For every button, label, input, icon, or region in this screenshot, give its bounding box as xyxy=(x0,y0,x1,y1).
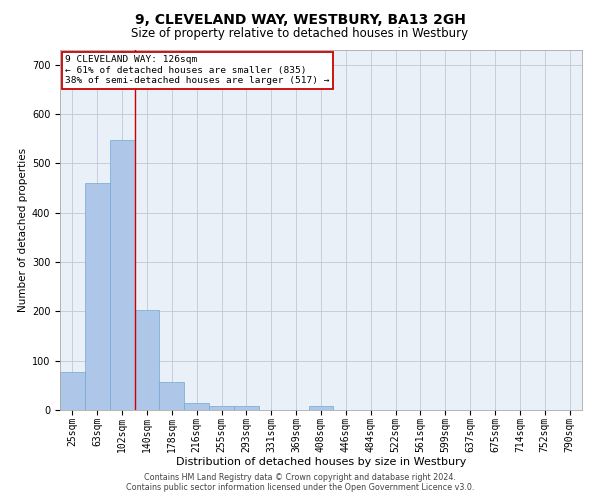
Y-axis label: Number of detached properties: Number of detached properties xyxy=(17,148,28,312)
Bar xyxy=(85,182,110,410)
Bar xyxy=(110,140,134,410)
Bar xyxy=(60,372,85,410)
Text: 9, CLEVELAND WAY, WESTBURY, BA13 2GH: 9, CLEVELAND WAY, WESTBURY, BA13 2GH xyxy=(134,12,466,26)
Bar xyxy=(184,403,209,410)
Bar xyxy=(308,406,334,410)
Text: Contains HM Land Registry data © Crown copyright and database right 2024.
Contai: Contains HM Land Registry data © Crown c… xyxy=(126,473,474,492)
Text: Size of property relative to detached houses in Westbury: Size of property relative to detached ho… xyxy=(131,28,469,40)
Bar xyxy=(160,382,184,410)
X-axis label: Distribution of detached houses by size in Westbury: Distribution of detached houses by size … xyxy=(176,457,466,467)
Bar xyxy=(134,310,160,410)
Bar xyxy=(234,406,259,410)
Bar xyxy=(209,406,234,410)
Text: 9 CLEVELAND WAY: 126sqm
← 61% of detached houses are smaller (835)
38% of semi-d: 9 CLEVELAND WAY: 126sqm ← 61% of detache… xyxy=(65,56,330,85)
